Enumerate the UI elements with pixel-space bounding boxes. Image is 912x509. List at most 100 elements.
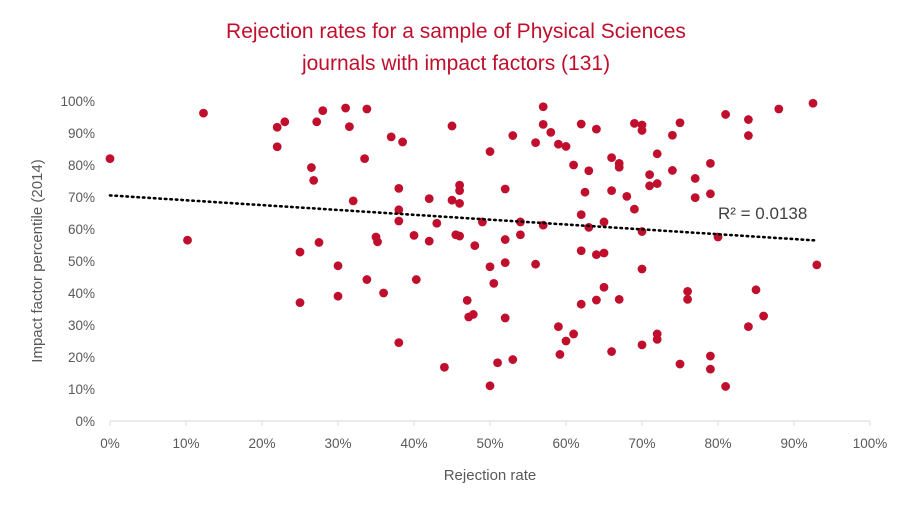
data-point bbox=[645, 181, 654, 191]
data-point bbox=[652, 179, 662, 188]
data-point bbox=[508, 131, 518, 140]
data-point bbox=[360, 154, 369, 164]
y-tick-label: 70% bbox=[68, 190, 95, 205]
data-point bbox=[592, 250, 601, 259]
data-point bbox=[637, 126, 647, 135]
x-tick-label: 10% bbox=[172, 436, 199, 451]
data-point bbox=[500, 313, 510, 323]
x-tick-label: 70% bbox=[628, 436, 655, 451]
data-point bbox=[683, 295, 692, 304]
data-point bbox=[637, 340, 647, 350]
data-point bbox=[333, 261, 343, 271]
data-point bbox=[561, 142, 571, 151]
data-point bbox=[394, 205, 404, 215]
x-tick-label: 50% bbox=[476, 436, 503, 451]
data-point bbox=[554, 139, 563, 149]
data-point bbox=[455, 186, 464, 196]
data-point bbox=[622, 191, 632, 201]
data-point bbox=[569, 329, 578, 339]
data-point bbox=[774, 104, 784, 114]
y-axis-ticks: 0% 10% 20% 30% 40% 50% 60% 70% 80% 90% 100% bbox=[60, 94, 95, 429]
trendline-group bbox=[108, 194, 819, 242]
data-point bbox=[584, 223, 594, 232]
x-tick-label: 80% bbox=[704, 436, 731, 451]
r-squared-label: R² = 0.0138 bbox=[718, 204, 807, 223]
y-tick-label: 10% bbox=[68, 382, 95, 397]
data-point bbox=[690, 174, 700, 183]
data-point bbox=[630, 119, 639, 128]
data-point bbox=[508, 355, 518, 364]
x-tick-label: 60% bbox=[552, 436, 579, 451]
data-point bbox=[812, 260, 822, 270]
data-point bbox=[398, 137, 407, 147]
data-point bbox=[183, 235, 192, 245]
data-point bbox=[555, 350, 565, 359]
data-point bbox=[516, 230, 525, 240]
data-point bbox=[500, 235, 510, 244]
data-point bbox=[345, 122, 354, 131]
data-point bbox=[531, 259, 540, 269]
data-point bbox=[538, 119, 548, 129]
data-point bbox=[599, 282, 609, 292]
data-point bbox=[744, 322, 753, 331]
data-point bbox=[362, 275, 372, 284]
data-point bbox=[637, 264, 647, 274]
x-tick-label: 0% bbox=[100, 436, 120, 451]
data-point bbox=[307, 163, 316, 172]
data-point bbox=[312, 117, 322, 127]
data-point bbox=[576, 299, 586, 309]
data-point bbox=[675, 359, 685, 369]
data-point bbox=[652, 335, 662, 344]
data-point bbox=[462, 295, 472, 305]
data-point bbox=[690, 193, 700, 203]
data-point bbox=[272, 142, 282, 152]
chart-title-line-1: Rejection rates for a sample of Physical… bbox=[226, 20, 686, 43]
data-point bbox=[199, 108, 208, 118]
data-point bbox=[744, 131, 753, 140]
data-point bbox=[447, 121, 457, 131]
y-tick-label: 50% bbox=[68, 254, 95, 269]
data-point bbox=[295, 298, 305, 307]
data-point bbox=[394, 183, 404, 193]
data-point bbox=[538, 102, 548, 112]
data-point bbox=[706, 189, 715, 199]
y-tick-label: 0% bbox=[75, 414, 95, 429]
data-point bbox=[424, 236, 434, 246]
data-point bbox=[580, 187, 590, 197]
data-point bbox=[706, 351, 715, 361]
data-point bbox=[468, 310, 478, 319]
data-point bbox=[105, 154, 115, 164]
data-point bbox=[584, 166, 594, 176]
data-point bbox=[394, 338, 404, 347]
data-point bbox=[630, 204, 639, 214]
data-point bbox=[576, 210, 586, 220]
data-point bbox=[424, 194, 434, 204]
data-point bbox=[599, 248, 609, 258]
data-point bbox=[314, 238, 324, 247]
data-point bbox=[706, 364, 715, 374]
data-point bbox=[379, 288, 388, 298]
data-point bbox=[455, 199, 464, 208]
data-point bbox=[576, 246, 586, 256]
data-point bbox=[318, 106, 328, 115]
data-point bbox=[592, 295, 601, 305]
trendline bbox=[108, 194, 819, 242]
data-point bbox=[455, 231, 464, 241]
data-point bbox=[341, 103, 350, 113]
data-point bbox=[394, 216, 404, 226]
data-point bbox=[607, 186, 616, 196]
data-point bbox=[751, 285, 761, 295]
data-point bbox=[386, 132, 396, 142]
chart-title-line-2: journals with impact factors (131) bbox=[301, 52, 610, 75]
data-point bbox=[744, 115, 753, 124]
data-point bbox=[272, 122, 282, 132]
data-point bbox=[668, 130, 677, 140]
y-tick-label: 60% bbox=[68, 222, 95, 237]
data-point bbox=[531, 138, 540, 148]
data-point bbox=[706, 159, 715, 168]
data-point bbox=[721, 110, 730, 119]
data-point bbox=[411, 275, 421, 284]
data-point bbox=[485, 381, 495, 391]
y-axis-label: Impact factor percentile (2014) bbox=[29, 159, 46, 362]
data-point bbox=[500, 184, 510, 194]
